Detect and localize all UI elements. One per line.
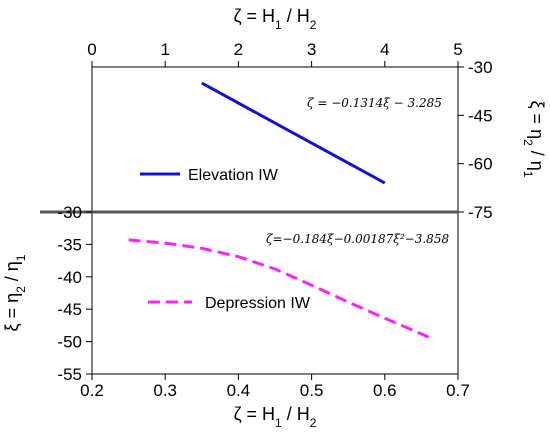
left-y-axis-title: ξ = η2 / η1 [2, 254, 28, 331]
bottom-x-tick-label: 0.6 [373, 381, 397, 400]
right-y-axis-title: ξ = η2 / η1 [521, 101, 547, 178]
series-layer [128, 81, 430, 339]
bottom-x-tick-label: 0.5 [300, 381, 324, 400]
top-x-axis-title: ζ = H1 / H2 [234, 6, 317, 32]
top-x-tick-label: 0 [87, 40, 96, 59]
top-x-tick-label: 5 [453, 40, 462, 59]
left-y-tick-label: -35 [57, 235, 82, 254]
right-y-tick-label: -60 [468, 155, 493, 174]
left-y-tick-label: -55 [57, 365, 82, 384]
right-y-tick-label: -45 [468, 106, 493, 125]
legend-label-depression: Depression IW [205, 295, 311, 312]
bottom-x-tick-label: 0.2 [80, 381, 104, 400]
left-y-tick-label: -40 [57, 268, 82, 287]
elevation-series-line [201, 81, 386, 185]
left-y-tick-label: -45 [57, 300, 82, 319]
right-y-tick-label: -30 [468, 58, 493, 77]
bottom-x-tick-label: 0.4 [227, 381, 251, 400]
left-y-tick-label: -30 [57, 203, 82, 222]
top-x-tick-label: 4 [380, 40, 389, 59]
bottom-x-tick-label: 0.7 [446, 381, 470, 400]
top-x-tick-label: 1 [160, 40, 169, 59]
legend-label-elevation: Elevation IW [188, 167, 279, 184]
label-layer: Elevation IW Depression IW ζ = −0.1314ξ − … [2, 6, 547, 430]
equation-top: ζ = −0.1314ξ − 3.285 [307, 96, 442, 110]
bottom-x-tick-label: 0.3 [153, 381, 177, 400]
right-y-tick-label: -75 [468, 203, 493, 222]
plot-frame [40, 66, 459, 375]
equation-bottom: ζ=−0.184ξ−0.00187ξ²−3.858 [266, 232, 449, 246]
tick-layer: 0 1 2 3 4 5 0.2 0.3 0.4 0.5 0.6 0.7 -30 -45 -60 -75 -30 -… [57, 40, 492, 400]
top-x-tick-label: 2 [234, 40, 243, 59]
top-x-tick-label: 3 [307, 40, 316, 59]
depression-series-line [128, 238, 430, 339]
bottom-x-axis-title: ζ = H1 / H2 [234, 404, 317, 430]
left-y-tick-label: -50 [57, 333, 82, 352]
